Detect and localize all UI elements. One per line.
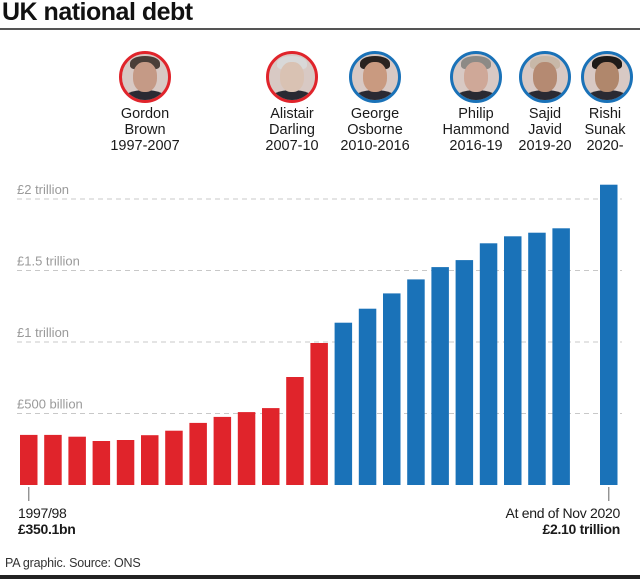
bar-2002-03 [141,435,159,485]
bar-2003-04 [165,430,183,485]
bar-1998-99 [44,434,62,485]
chancellor-years: 2019-20 [518,138,572,154]
bar-2010-11 [334,322,353,485]
chancellor-first: Alistair [270,106,314,122]
bar-2012-13 [383,293,401,485]
bar-2001-02 [116,440,135,485]
portrait-rishi-sunak-icon [581,51,633,103]
bar-2011-12 [358,308,377,485]
y-tick-label: £2 trillion [17,182,69,197]
chancellor-years: 2016-19 [449,138,503,154]
bar-2013-14 [407,279,425,485]
bars [20,184,618,486]
chancellor-years: 2020- [586,138,624,154]
portrait-sajid-javid-icon [519,51,571,103]
chancellor-last: Hammond [442,122,510,138]
chancellor-first: Philip [458,106,494,122]
chancellor-first: Sajid [528,106,562,122]
bar-2009-10 [310,343,328,485]
start-value: £350.1bn [18,521,76,537]
end-value: £2.10 trillion [542,521,621,537]
chancellor-first: Rishi [588,106,622,122]
bar-1997-98 [20,434,38,485]
portrait-philip-hammond-icon [450,51,502,103]
bar-2016-17 [479,243,498,485]
tick-markers [28,487,610,501]
source-footer: PA graphic. Source: ONS [5,556,141,570]
bar-2005-06 [213,416,232,485]
chancellor-last: Javid [528,122,562,138]
chancellor-label: George Osborne 2010-2016 [320,106,430,154]
bar-2015-16 [455,260,474,485]
y-tick-label: £500 billion [17,397,83,412]
bottom-divider [0,575,640,579]
chart-title: UK national debt [2,0,193,26]
chancellor-first: George [350,106,400,122]
bar-2018-19 [528,232,546,485]
bar-2007-08 [262,408,280,485]
bar-2006-07 [237,412,256,485]
title-divider [0,28,640,30]
chancellor-years: 2010-2016 [340,138,410,154]
bar-2017-18 [504,236,522,485]
chancellor-years: 1997-2007 [110,138,180,154]
chancellor-label: Sajid Javid 2019-20 [490,106,600,154]
chancellor-first: Gordon [120,106,170,122]
portrait-george-osborne-icon [349,51,401,103]
bar-2019-20 [552,228,570,486]
bar-2008-09 [286,377,304,485]
chancellor-label: Alistair Darling 2007-10 [237,106,347,154]
start-annotation: 1997/98 £350.1bn [18,505,76,537]
bar-2000-01 [92,441,111,485]
bar-2004-05 [189,422,207,485]
end-annotation: At end of Nov 2020 £2.10 trillion [505,505,621,537]
chancellor-last: Darling [269,122,315,138]
chancellor-label: Philip Hammond 2016-19 [421,106,531,154]
start-period: 1997/98 [18,505,67,521]
chancellor-last: Brown [124,122,166,138]
chancellor-last: Sunak [584,122,626,138]
chancellor-label: Gordon Brown 1997-2007 [90,106,200,154]
chancellor-label: Rishi Sunak 2020- [550,106,640,154]
chancellor-years: 2007-10 [265,138,319,154]
portrait-gordon-brown-icon [119,51,171,103]
end-period: At end of Nov 2020 [505,505,621,521]
chancellor-last: Osborne [347,122,403,138]
bar-1999-00 [68,436,86,485]
y-tick-label: £1 trillion [17,325,69,340]
bar-nov-2020 [600,184,618,485]
y-tick-label: £1.5 trillion [17,254,80,269]
portrait-alistair-darling-icon [266,51,318,103]
bar-2014-15 [431,267,449,485]
